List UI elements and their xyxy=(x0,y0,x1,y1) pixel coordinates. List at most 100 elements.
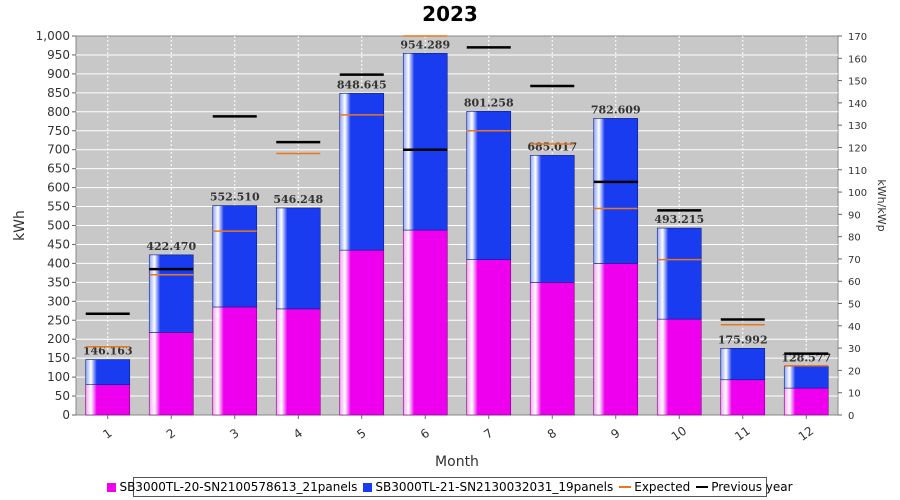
y-tick-label: 1,000 xyxy=(36,29,70,43)
bar-series-1 xyxy=(720,379,766,416)
bar-total-label: 782.609 xyxy=(591,103,641,116)
bar-total-label: 552.510 xyxy=(210,191,260,204)
bar-total-label: 685.017 xyxy=(527,140,577,153)
y2-tick-label: 160 xyxy=(848,54,867,65)
y-tick-label: 50 xyxy=(55,389,70,403)
y-tick-label: 900 xyxy=(47,67,70,81)
y-tick-label: 850 xyxy=(47,86,70,100)
x-tick-label: 11 xyxy=(732,424,753,444)
bar-total-label: 422.470 xyxy=(146,240,196,253)
x-axis-title: Month xyxy=(435,454,479,470)
y2-tick-label: 30 xyxy=(848,344,861,355)
y-tick-label: 0 xyxy=(62,408,70,422)
y2-tick-label: 20 xyxy=(848,366,861,377)
y-tick-label: 100 xyxy=(47,370,70,384)
x-tick-label: 1 xyxy=(100,426,114,442)
legend-swatch-series-2 xyxy=(363,482,373,492)
bar-series-1 xyxy=(783,387,829,416)
bar-series-1 xyxy=(529,282,575,416)
y2-tick-label: 100 xyxy=(848,188,867,199)
y2-tick-label: 60 xyxy=(848,277,861,288)
x-tick-label: 7 xyxy=(481,426,495,442)
y2-tick-label: 80 xyxy=(848,233,861,244)
x-tick-label: 9 xyxy=(608,426,622,442)
y2-tick-label: 0 xyxy=(848,411,854,422)
y2-tick-label: 70 xyxy=(848,255,861,266)
x-tick-label: 12 xyxy=(796,424,817,444)
bar-series-1 xyxy=(402,229,448,416)
legend-item-expected: Expected xyxy=(619,480,690,494)
y2-tick-label: 50 xyxy=(848,300,861,311)
y2-tick-label: 140 xyxy=(848,99,867,110)
y2-tick-label: 150 xyxy=(848,77,867,88)
y-tick-label: 400 xyxy=(47,256,70,270)
bar-series-2 xyxy=(339,93,385,251)
x-tick-label: 5 xyxy=(354,426,368,442)
bar-series-2 xyxy=(85,359,131,385)
x-tick-label: 6 xyxy=(418,426,432,442)
y-tick-label: 350 xyxy=(47,275,70,289)
chart-title: 2023 xyxy=(422,2,478,26)
y-tick-label: 150 xyxy=(47,351,70,365)
y-tick-label: 700 xyxy=(47,143,70,157)
legend-label-series-2: SB3000TL-21-SN2130032031_19panels xyxy=(375,480,614,494)
bar-series-2 xyxy=(593,118,639,264)
y-tick-label: 650 xyxy=(47,162,70,176)
y2-tick-label: 110 xyxy=(848,166,867,177)
bar-total-label: 801.258 xyxy=(464,96,514,109)
bar-series-1 xyxy=(466,259,512,416)
y-tick-label: 950 xyxy=(47,48,70,62)
bar-series-2 xyxy=(656,227,702,320)
y-axis-title: kWh xyxy=(12,210,28,241)
bar-series-2 xyxy=(783,365,829,389)
bar-series-2 xyxy=(148,254,194,333)
legend-item-series-1: SB3000TL-20-SN2100578613_21panels xyxy=(107,480,357,494)
y-tick-label: 600 xyxy=(47,181,70,195)
legend-label-previous-year: Previous year xyxy=(711,480,793,494)
bar-total-label: 546.248 xyxy=(273,193,323,206)
legend-item-series-2: SB3000TL-21-SN2130032031_19panels xyxy=(363,480,613,494)
bar-series-1 xyxy=(212,306,258,416)
bar-series-1 xyxy=(656,318,702,416)
bar-series-1 xyxy=(85,384,131,416)
bar-series-1 xyxy=(275,308,321,416)
y2-tick-label: 90 xyxy=(848,210,861,221)
legend-swatch-expected xyxy=(619,486,632,488)
legend-swatch-previous-year xyxy=(696,486,709,488)
x-tick-label: 10 xyxy=(669,424,690,444)
x-tick-label: 2 xyxy=(164,426,178,442)
bar-series-2 xyxy=(529,155,575,283)
y-tick-label: 800 xyxy=(47,105,70,119)
y2-axis-title: kWh/kWp xyxy=(875,179,888,231)
legend-swatch-series-1 xyxy=(107,482,117,492)
bar-series-2 xyxy=(212,205,258,308)
bar-series-2 xyxy=(466,111,512,260)
legend-label-expected: Expected xyxy=(634,480,691,494)
y2-tick-label: 170 xyxy=(848,32,867,43)
y-tick-label: 250 xyxy=(47,313,70,327)
y2-tick-label: 130 xyxy=(848,121,867,132)
y-tick-label: 450 xyxy=(47,237,70,251)
bar-total-label: 175.992 xyxy=(718,333,768,346)
y-tick-label: 550 xyxy=(47,200,70,214)
y2-tick-label: 40 xyxy=(848,322,861,333)
y-tick-label: 500 xyxy=(47,219,70,233)
x-tick-label: 4 xyxy=(291,426,305,442)
bar-total-label: 954.289 xyxy=(400,38,450,51)
bar-series-2 xyxy=(720,347,766,381)
bar-total-label: 848.645 xyxy=(337,78,387,91)
bar-total-label: 146.163 xyxy=(83,345,133,358)
legend-item-previous-year: Previous year xyxy=(696,480,793,494)
y-tick-label: 750 xyxy=(47,124,70,138)
x-tick-label: 3 xyxy=(227,426,241,442)
y2-tick-label: 120 xyxy=(848,143,867,154)
bar-series-1 xyxy=(339,249,385,416)
bar-series-1 xyxy=(148,332,194,416)
legend-label-series-1: SB3000TL-20-SN2100578613_21panels xyxy=(119,480,358,494)
bar-series-2 xyxy=(275,207,321,310)
bar-series-2 xyxy=(402,53,448,231)
bar-total-label: 493.215 xyxy=(654,213,704,226)
x-tick-label: 8 xyxy=(545,426,559,442)
